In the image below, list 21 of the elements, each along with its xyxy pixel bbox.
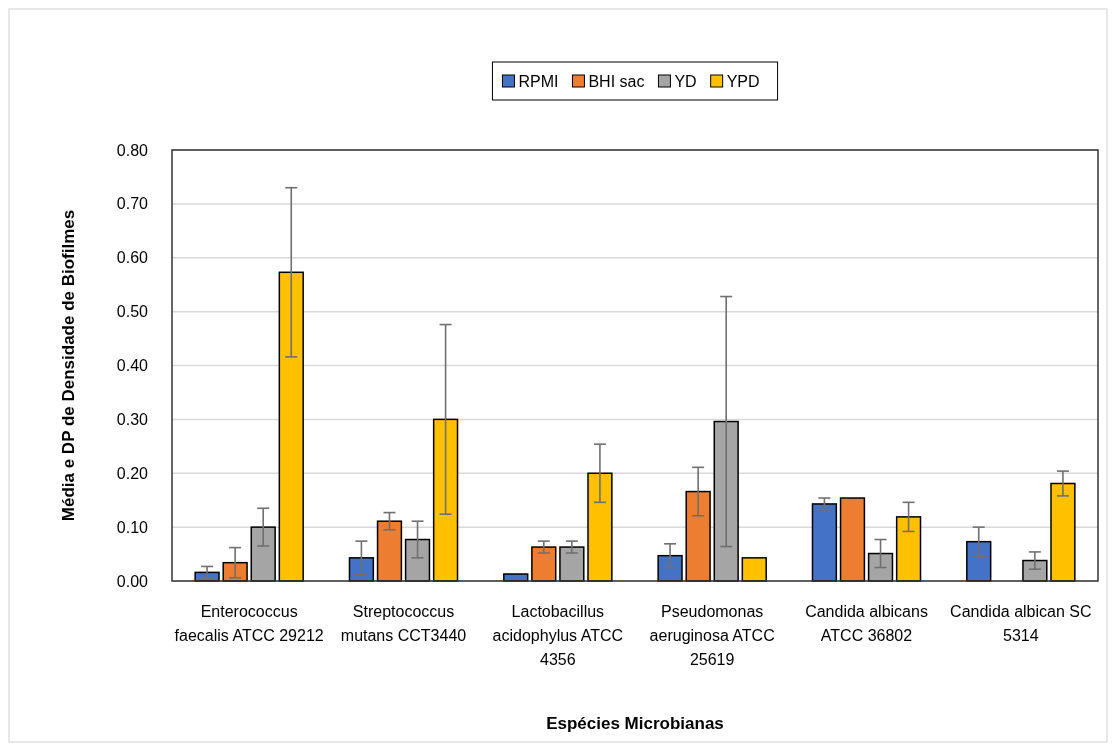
legend-label: YD — [674, 73, 697, 90]
x-tick-label: Lactobacillus acidophylus ATCC 4356 — [492, 603, 624, 668]
x-tick-label: Pseudomonas aeruginosa ATCC 25619 — [649, 603, 775, 668]
x-tick-label: Candida albicans ATCC 36802 — [805, 603, 928, 644]
y-axis-title: Média e DP de Densidade de Biofilmes — [59, 209, 78, 522]
y-tick-label: 0.00 — [116, 572, 149, 590]
y-tick-label: 0.70 — [116, 195, 149, 213]
legend-label: BHI sac — [588, 73, 645, 90]
y-tick-label: 0.60 — [116, 249, 149, 267]
y-tick-label: 0.30 — [116, 410, 149, 428]
x-tick-label: Streptococcus mutans CCT3440 — [340, 603, 467, 644]
y-tick-label: 0.20 — [116, 464, 149, 482]
y-tick-label: 0.10 — [116, 518, 149, 536]
y-tick-label: 0.80 — [116, 141, 149, 159]
legend-label: YPD — [726, 73, 760, 90]
x-axis-title: Espécies Microbianas — [546, 714, 724, 733]
x-tick-label: Enterococcus faecalis ATCC 29212 — [174, 603, 324, 644]
legend-label: RPMI — [518, 73, 559, 90]
y-tick-label: 0.40 — [116, 357, 149, 375]
y-tick-label: 0.50 — [116, 303, 149, 321]
x-tick-label: Candida albican SC 5314 — [950, 603, 1092, 644]
